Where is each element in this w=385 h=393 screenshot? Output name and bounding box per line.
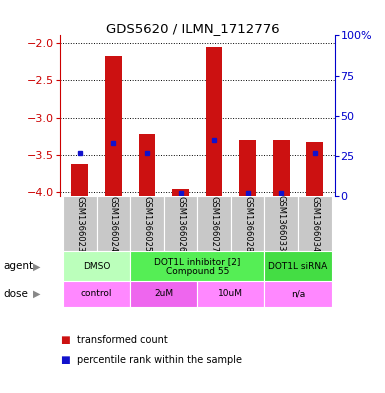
Text: ▶: ▶ (33, 261, 40, 272)
Text: GSM1366023: GSM1366023 (75, 196, 84, 252)
Text: 2uM: 2uM (154, 290, 173, 299)
Bar (264, 251, 331, 281)
Bar (97, 196, 130, 251)
Bar (306, 141, 323, 196)
Text: DOT1L inhibitor [2]
Compound 55: DOT1L inhibitor [2] Compound 55 (154, 257, 241, 276)
Bar (206, 47, 223, 196)
Bar (298, 196, 331, 251)
Text: GSM1366027: GSM1366027 (209, 196, 219, 252)
Text: ■: ■ (60, 354, 69, 365)
Text: percentile rank within the sample: percentile rank within the sample (77, 354, 242, 365)
Bar (273, 140, 290, 196)
Bar (197, 196, 231, 251)
Bar (139, 134, 156, 196)
Bar (172, 189, 189, 196)
Text: transformed count: transformed count (77, 335, 168, 345)
Bar (130, 281, 197, 307)
Bar (239, 140, 256, 196)
Text: 10uM: 10uM (218, 290, 243, 299)
Text: n/a: n/a (291, 290, 305, 299)
Text: agent: agent (4, 261, 34, 272)
Text: GSM1366026: GSM1366026 (176, 196, 185, 252)
Text: GSM1366025: GSM1366025 (142, 196, 151, 252)
Text: ■: ■ (60, 335, 69, 345)
Text: GSM1366033: GSM1366033 (277, 195, 286, 252)
Text: control: control (81, 290, 112, 299)
Text: GSM1366028: GSM1366028 (243, 196, 252, 252)
Bar (105, 56, 122, 196)
Bar (72, 164, 88, 196)
Text: ▶: ▶ (33, 289, 40, 299)
Text: DMSO: DMSO (83, 262, 110, 271)
Bar (197, 281, 264, 307)
Bar (63, 251, 130, 281)
Bar (63, 196, 97, 251)
Bar (231, 196, 264, 251)
Bar (264, 196, 298, 251)
Bar (63, 281, 130, 307)
Bar (264, 281, 331, 307)
Text: dose: dose (4, 289, 29, 299)
Text: DOT1L siRNA: DOT1L siRNA (268, 262, 328, 271)
Text: GDS5620 / ILMN_1712776: GDS5620 / ILMN_1712776 (106, 22, 279, 35)
Bar (130, 251, 264, 281)
Bar (130, 196, 164, 251)
Text: GSM1366034: GSM1366034 (310, 196, 319, 252)
Bar (164, 196, 197, 251)
Text: GSM1366024: GSM1366024 (109, 196, 118, 252)
